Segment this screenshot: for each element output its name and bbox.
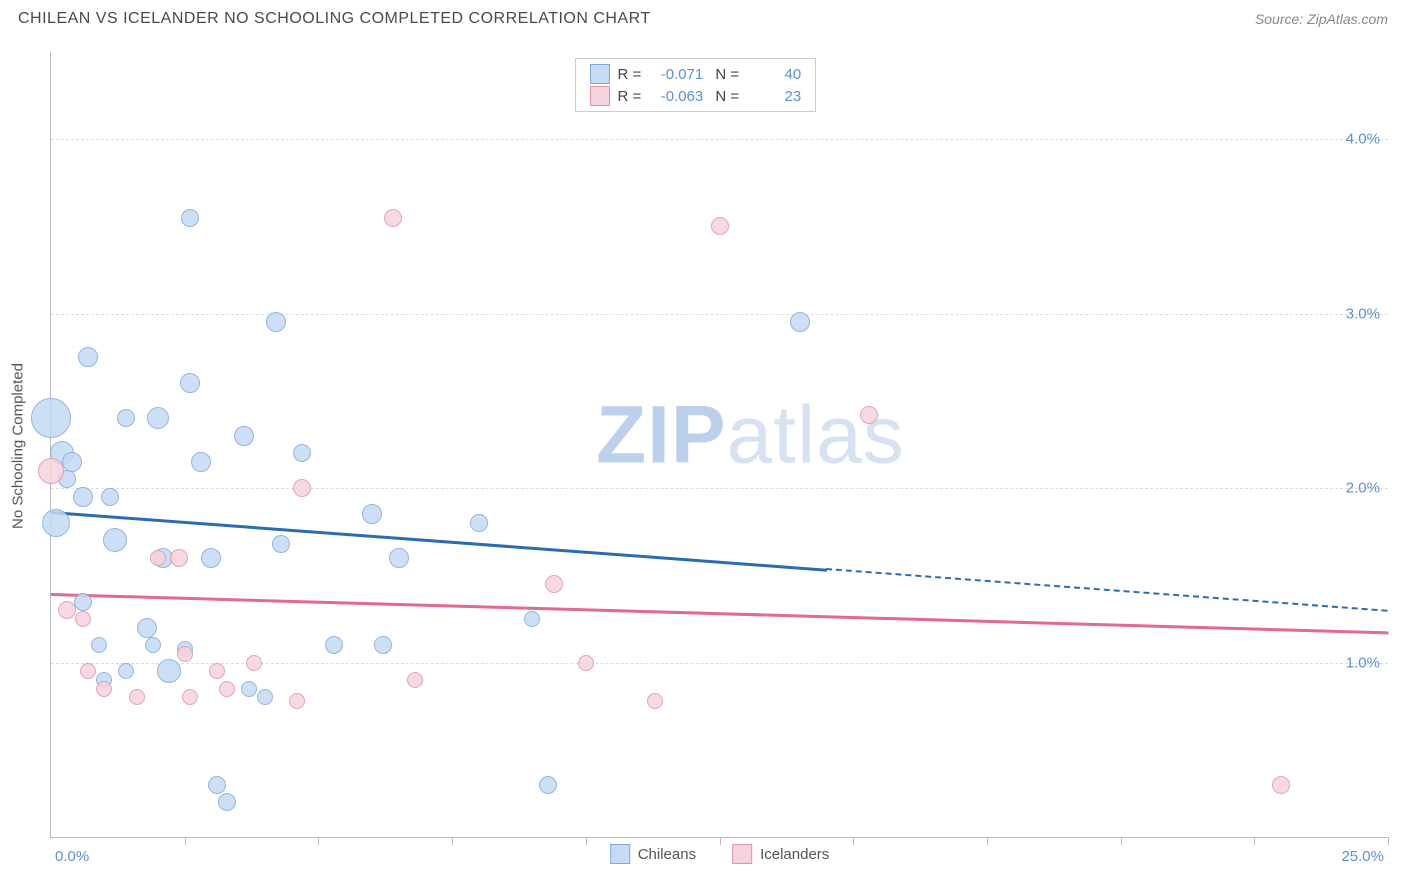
data-point-icelanders xyxy=(578,655,594,671)
data-point-chileans xyxy=(42,509,70,537)
data-point-icelanders xyxy=(38,458,64,484)
chart-title: CHILEAN VS ICELANDER NO SCHOOLING COMPLE… xyxy=(18,10,651,28)
x-tick xyxy=(1254,837,1255,845)
data-point-chileans xyxy=(272,535,290,553)
data-point-icelanders xyxy=(860,406,878,424)
y-tick-label: 3.0% xyxy=(1346,305,1380,322)
data-point-chileans xyxy=(389,548,409,568)
gridline xyxy=(51,139,1388,140)
x-axis-min-label: 0.0% xyxy=(55,848,89,865)
trend-line xyxy=(826,568,1388,612)
x-tick xyxy=(987,837,988,845)
data-point-chileans xyxy=(470,514,488,532)
data-point-chileans xyxy=(218,793,236,811)
data-point-chileans xyxy=(208,776,226,794)
data-point-chileans xyxy=(241,681,257,697)
data-point-icelanders xyxy=(209,663,225,679)
correlation-legend: R =-0.071 N =40R =-0.063 N =23 xyxy=(574,58,816,112)
gridline xyxy=(51,314,1388,315)
data-point-icelanders xyxy=(96,681,112,697)
y-tick-label: 1.0% xyxy=(1346,654,1380,671)
x-tick xyxy=(452,837,453,845)
data-point-icelanders xyxy=(1272,776,1290,794)
x-tick xyxy=(586,837,587,845)
x-tick xyxy=(853,837,854,845)
data-point-chileans xyxy=(181,209,199,227)
data-point-icelanders xyxy=(711,217,729,235)
data-point-chileans xyxy=(157,659,181,683)
data-point-chileans xyxy=(147,407,169,429)
y-axis-title: No Schooling Completed xyxy=(10,363,27,529)
legend-item-icelanders: Icelanders xyxy=(732,844,829,864)
data-point-chileans xyxy=(137,618,157,638)
data-point-chileans xyxy=(257,689,273,705)
data-point-icelanders xyxy=(58,601,76,619)
data-point-icelanders xyxy=(293,479,311,497)
data-point-chileans xyxy=(234,426,254,446)
data-point-icelanders xyxy=(407,672,423,688)
legend-row-chileans: R =-0.071 N =40 xyxy=(589,63,801,85)
data-point-icelanders xyxy=(219,681,235,697)
data-point-chileans xyxy=(74,593,92,611)
y-tick-label: 2.0% xyxy=(1346,480,1380,497)
series-legend: Chileans Icelanders xyxy=(610,844,830,864)
data-point-chileans xyxy=(790,312,810,332)
data-point-icelanders xyxy=(170,549,188,567)
data-point-chileans xyxy=(191,452,211,472)
x-axis-max-label: 25.0% xyxy=(1341,848,1384,865)
data-point-icelanders xyxy=(177,646,193,662)
data-point-chileans xyxy=(180,373,200,393)
watermark: ZIPatlas xyxy=(596,388,905,482)
data-point-chileans xyxy=(103,528,127,552)
legend-item-chileans: Chileans xyxy=(610,844,696,864)
data-point-icelanders xyxy=(75,611,91,627)
data-point-chileans xyxy=(118,663,134,679)
data-point-chileans xyxy=(539,776,557,794)
data-point-icelanders xyxy=(246,655,262,671)
data-point-chileans xyxy=(117,409,135,427)
data-point-chileans xyxy=(524,611,540,627)
data-point-chileans xyxy=(293,444,311,462)
data-point-icelanders xyxy=(80,663,96,679)
x-tick xyxy=(720,837,721,845)
gridline xyxy=(51,488,1388,489)
data-point-chileans xyxy=(266,312,286,332)
data-point-chileans xyxy=(362,504,382,524)
x-tick xyxy=(185,837,186,845)
data-point-icelanders xyxy=(647,693,663,709)
trend-line xyxy=(51,593,1388,634)
x-tick xyxy=(1121,837,1122,845)
data-point-chileans xyxy=(62,452,82,472)
data-point-icelanders xyxy=(384,209,402,227)
data-point-chileans xyxy=(73,487,93,507)
scatter-chart: ZIPatlas R =-0.071 N =40R =-0.063 N =23 … xyxy=(50,52,1388,838)
data-point-icelanders xyxy=(545,575,563,593)
y-tick-label: 4.0% xyxy=(1346,131,1380,148)
data-point-chileans xyxy=(145,637,161,653)
x-tick xyxy=(1388,837,1389,845)
x-tick xyxy=(318,837,319,845)
data-point-icelanders xyxy=(150,550,166,566)
data-point-chileans xyxy=(78,347,98,367)
data-point-chileans xyxy=(31,398,71,438)
data-point-chileans xyxy=(201,548,221,568)
data-point-chileans xyxy=(101,488,119,506)
legend-row-icelanders: R =-0.063 N =23 xyxy=(589,85,801,107)
data-point-icelanders xyxy=(289,693,305,709)
data-point-chileans xyxy=(325,636,343,654)
data-point-chileans xyxy=(91,637,107,653)
source-attribution: Source: ZipAtlas.com xyxy=(1255,11,1388,27)
data-point-icelanders xyxy=(182,689,198,705)
data-point-icelanders xyxy=(129,689,145,705)
data-point-chileans xyxy=(374,636,392,654)
